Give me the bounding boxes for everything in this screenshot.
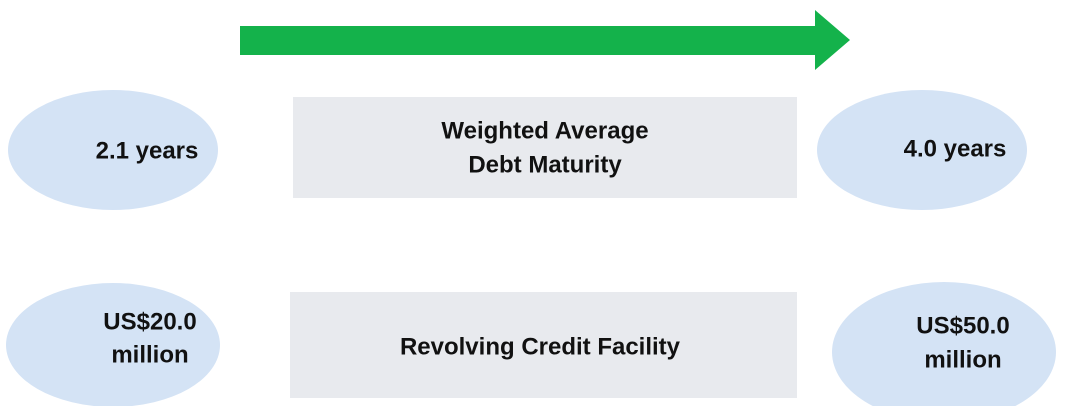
row-label: Revolving Credit Facility (400, 333, 681, 360)
progress-arrow (240, 10, 850, 70)
label-box (290, 292, 797, 398)
after-value: million (924, 346, 1001, 373)
row-label: Debt Maturity (468, 151, 622, 178)
before-value: 2.1 years (96, 137, 199, 164)
before-ellipse (8, 90, 218, 210)
row-label: Weighted Average (441, 117, 648, 144)
label-box (293, 97, 797, 198)
after-ellipse (817, 90, 1027, 210)
after-ellipse (832, 282, 1056, 406)
before-value: million (111, 341, 188, 368)
after-value: 4.0 years (904, 135, 1007, 162)
before-ellipse (6, 283, 220, 406)
before-value: US$20.0 (103, 308, 196, 335)
after-value: US$50.0 (916, 312, 1009, 339)
